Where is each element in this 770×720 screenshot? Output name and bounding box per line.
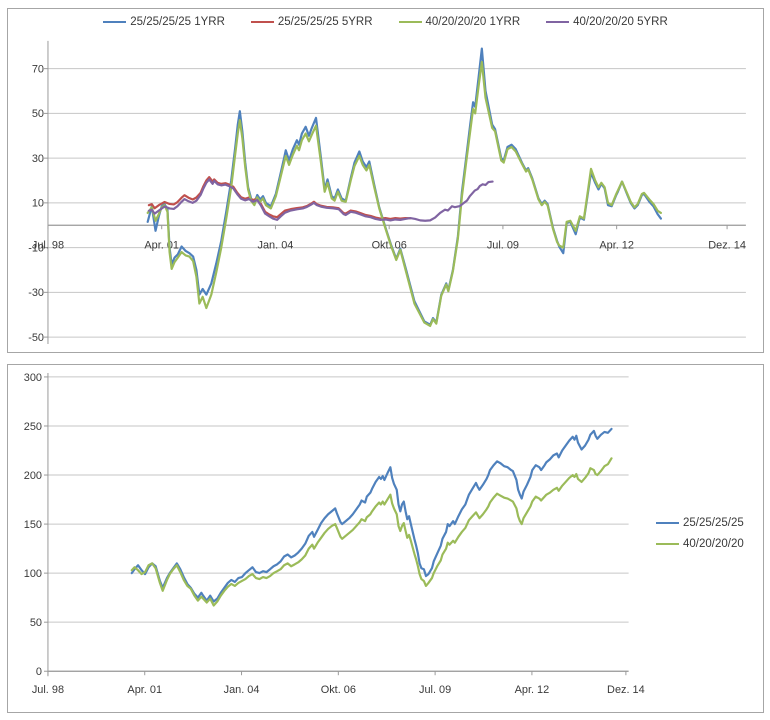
x-tick-label: Okt. 06 bbox=[372, 240, 407, 252]
legend-label: 25/25/25/25 bbox=[683, 517, 744, 529]
x-tick-label: Apr. 12 bbox=[599, 240, 634, 252]
x-tick-label: Dez. 14 bbox=[607, 684, 645, 696]
cumulative-index-chart: 300 250 200 150 100 50 0 Jul. 98 Apr. 01 Jan. 04 O… bbox=[7, 364, 764, 713]
series-line-25-25-25-25-1yrr bbox=[146, 47, 662, 326]
y-tick-label: 70 bbox=[32, 63, 44, 75]
x-tick-label: Apr. 01 bbox=[127, 684, 162, 696]
y-tick-label: 50 bbox=[30, 617, 42, 629]
y-tick-label: 30 bbox=[32, 153, 44, 165]
legend-swatch-line-icon bbox=[250, 21, 274, 23]
series-line-40-20-20-20 bbox=[130, 457, 613, 607]
cumulative-index-plot: 300 250 200 150 100 50 0 Jul. 98 Apr. 01 Jan. 04 O… bbox=[24, 372, 645, 696]
rolling-returns-chart: 70 50 30 10 -10 -30 -50 Jul. 98 Apr. 01 Jan. 04 Ok… bbox=[7, 8, 764, 353]
legend-swatch-line-icon bbox=[656, 543, 679, 545]
y-tick-label: 50 bbox=[32, 108, 44, 120]
legend-swatch-line-icon bbox=[546, 21, 570, 23]
legend-label: 40/20/20/20 1YRR bbox=[425, 16, 521, 28]
x-tick-label: Jul. 98 bbox=[32, 684, 64, 696]
legend-item: 25/25/25/25 5YRR bbox=[250, 16, 373, 28]
legend-label: 40/20/20/20 5YRR bbox=[573, 16, 668, 28]
legend-label: 25/25/25/25 1YRR bbox=[130, 16, 225, 28]
x-tick-label: Jul. 09 bbox=[419, 684, 451, 696]
legend-swatch-line-icon bbox=[656, 522, 679, 524]
legend-label: 40/20/20/20 bbox=[683, 538, 744, 550]
legend-label: 25/25/25/25 5YRR bbox=[277, 16, 373, 28]
x-tick-label: Jul. 09 bbox=[487, 240, 519, 252]
y-tick-label: 200 bbox=[24, 470, 42, 482]
legend-swatch-line-icon bbox=[103, 21, 127, 23]
y-tick-label: 10 bbox=[32, 198, 44, 210]
cumulative-index-legend: 25/25/25/25 40/20/20/20 bbox=[656, 517, 744, 550]
x-tick-label: Jan. 04 bbox=[224, 684, 260, 696]
legend-item: 40/20/20/20 bbox=[656, 538, 744, 550]
y-tick-label: -30 bbox=[28, 287, 44, 299]
x-tick-label: Jan. 04 bbox=[258, 240, 294, 252]
rolling-returns-legend: 25/25/25/25 1YRR 25/25/25/25 5YRR 40/20/20… bbox=[8, 16, 763, 28]
x-tick-label: Dez. 14 bbox=[708, 240, 746, 252]
y-tick-label: -10 bbox=[28, 242, 44, 254]
legend-item: 25/25/25/25 1YRR bbox=[103, 16, 225, 28]
y-tick-label: 150 bbox=[24, 519, 42, 531]
legend-item: 40/20/20/20 5YRR bbox=[546, 16, 668, 28]
series-line-25-25-25-25 bbox=[130, 427, 613, 603]
x-tick-label: Apr. 12 bbox=[515, 684, 550, 696]
legend-swatch-line-icon bbox=[398, 21, 422, 23]
y-tick-label: 100 bbox=[24, 568, 42, 580]
series-line-40-20-20-20-1yrr bbox=[146, 60, 662, 328]
series-line-40-20-20-20-5yrr bbox=[147, 178, 494, 222]
y-tick-label: 0 bbox=[36, 666, 42, 678]
y-tick-label: 250 bbox=[24, 421, 42, 433]
x-tick-label: Okt. 06 bbox=[321, 684, 356, 696]
y-tick-label: -50 bbox=[28, 332, 44, 344]
legend-item: 25/25/25/25 bbox=[656, 517, 744, 529]
legend-item: 40/20/20/20 1YRR bbox=[398, 16, 521, 28]
x-tick-label: Apr. 01 bbox=[144, 240, 179, 252]
y-tick-label: 300 bbox=[24, 372, 42, 384]
